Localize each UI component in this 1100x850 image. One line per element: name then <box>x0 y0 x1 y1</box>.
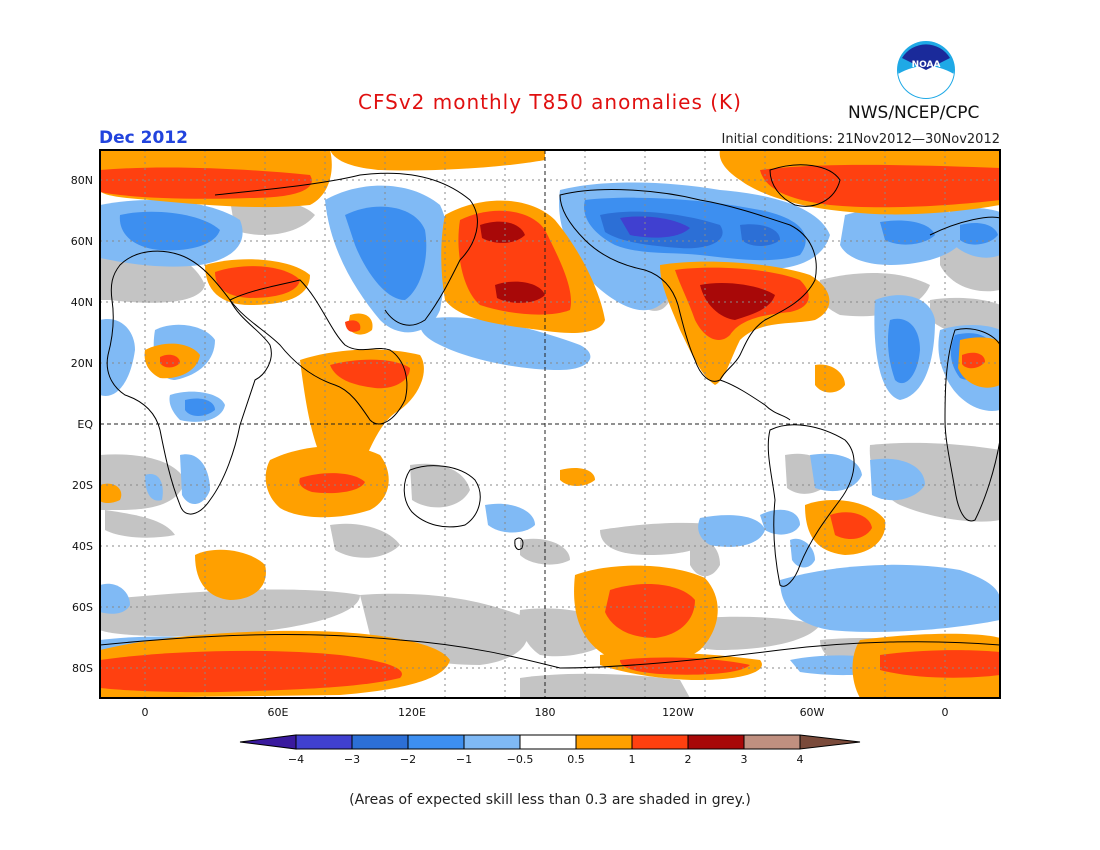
lat-label: 20N <box>71 357 93 370</box>
anomaly-red <box>100 164 1000 693</box>
lon-label: 120E <box>398 706 426 719</box>
lat-label: EQ <box>77 418 93 431</box>
low-skill-areas <box>100 169 1000 698</box>
colorbar-swatch <box>407 734 465 750</box>
colorbar-label: 1 <box>629 753 636 766</box>
coastlines <box>100 164 1000 669</box>
map-frame <box>99 149 1001 699</box>
colorbar-swatch <box>519 734 577 750</box>
anomaly-dark-blue <box>600 211 780 249</box>
colorbar-swatch <box>295 734 353 750</box>
anomaly-field <box>100 150 1000 698</box>
lat-label: 60N <box>71 235 93 248</box>
colorbar-swatch <box>239 734 297 750</box>
lon-label: 120W <box>662 706 694 719</box>
colorbar-label: 0.5 <box>567 753 585 766</box>
skill-footnote: (Areas of expected skill less than 0.3 a… <box>349 792 751 808</box>
lat-label: 40N <box>71 296 93 309</box>
forecast-month: Dec 2012 <box>99 128 188 148</box>
lon-label: 0 <box>142 706 149 719</box>
colorbar-label: −3 <box>344 753 360 766</box>
colorbar-label: −1 <box>456 753 472 766</box>
colorbar-swatch <box>351 734 409 750</box>
lat-label: 60S <box>72 601 93 614</box>
colorbar-swatch <box>799 734 861 750</box>
equator-dateline <box>100 150 1000 698</box>
colorbar-label: 3 <box>741 753 748 766</box>
colorbar-swatch <box>743 734 801 750</box>
colorbar-swatch <box>631 734 689 750</box>
lon-label: 60E <box>268 706 289 719</box>
agency-label: NWS/NCEP/CPC <box>848 103 980 123</box>
anomaly-mid-blue <box>119 197 998 416</box>
colorbar-labels: −4 −3 −2 −1 −0.5 0.5 1 2 3 4 <box>288 753 804 766</box>
colorbar-label: −0.5 <box>507 753 534 766</box>
colorbar-swatch <box>575 734 633 750</box>
colorbar-label: 4 <box>797 753 804 766</box>
anomaly-light-blue <box>100 182 1000 676</box>
colorbar <box>239 734 861 750</box>
lat-labels: 80N 60N 40N 20N EQ 20S 40S 60S 80S <box>71 174 94 675</box>
lon-label: 0 <box>942 706 949 719</box>
anomaly-deep-blue <box>620 216 690 238</box>
noaa-logo: NOAA <box>897 41 955 99</box>
lon-label: 60W <box>800 706 825 719</box>
colorbar-label: −2 <box>400 753 416 766</box>
logo-text: NOAA <box>912 60 941 70</box>
initial-conditions: Initial conditions: 21Nov2012—30Nov2012 <box>721 132 1001 147</box>
anomaly-dark-red <box>480 221 775 320</box>
colorbar-label: −4 <box>288 753 304 766</box>
lon-label: 180 <box>535 706 556 719</box>
lon-labels: 0 60E 120E 180 120W 60W 0 <box>142 706 949 719</box>
map-title: CFSv2 monthly T850 anomalies (K) <box>358 90 742 114</box>
lat-label: 40S <box>72 540 93 553</box>
colorbar-swatch <box>687 734 745 750</box>
anomaly-orange <box>100 150 1000 698</box>
colorbar-label: 2 <box>685 753 692 766</box>
lat-label: 80N <box>71 174 93 187</box>
colorbar-swatch <box>463 734 521 750</box>
lat-label: 80S <box>72 662 93 675</box>
lat-label: 20S <box>72 479 93 492</box>
graticule <box>100 150 1000 698</box>
